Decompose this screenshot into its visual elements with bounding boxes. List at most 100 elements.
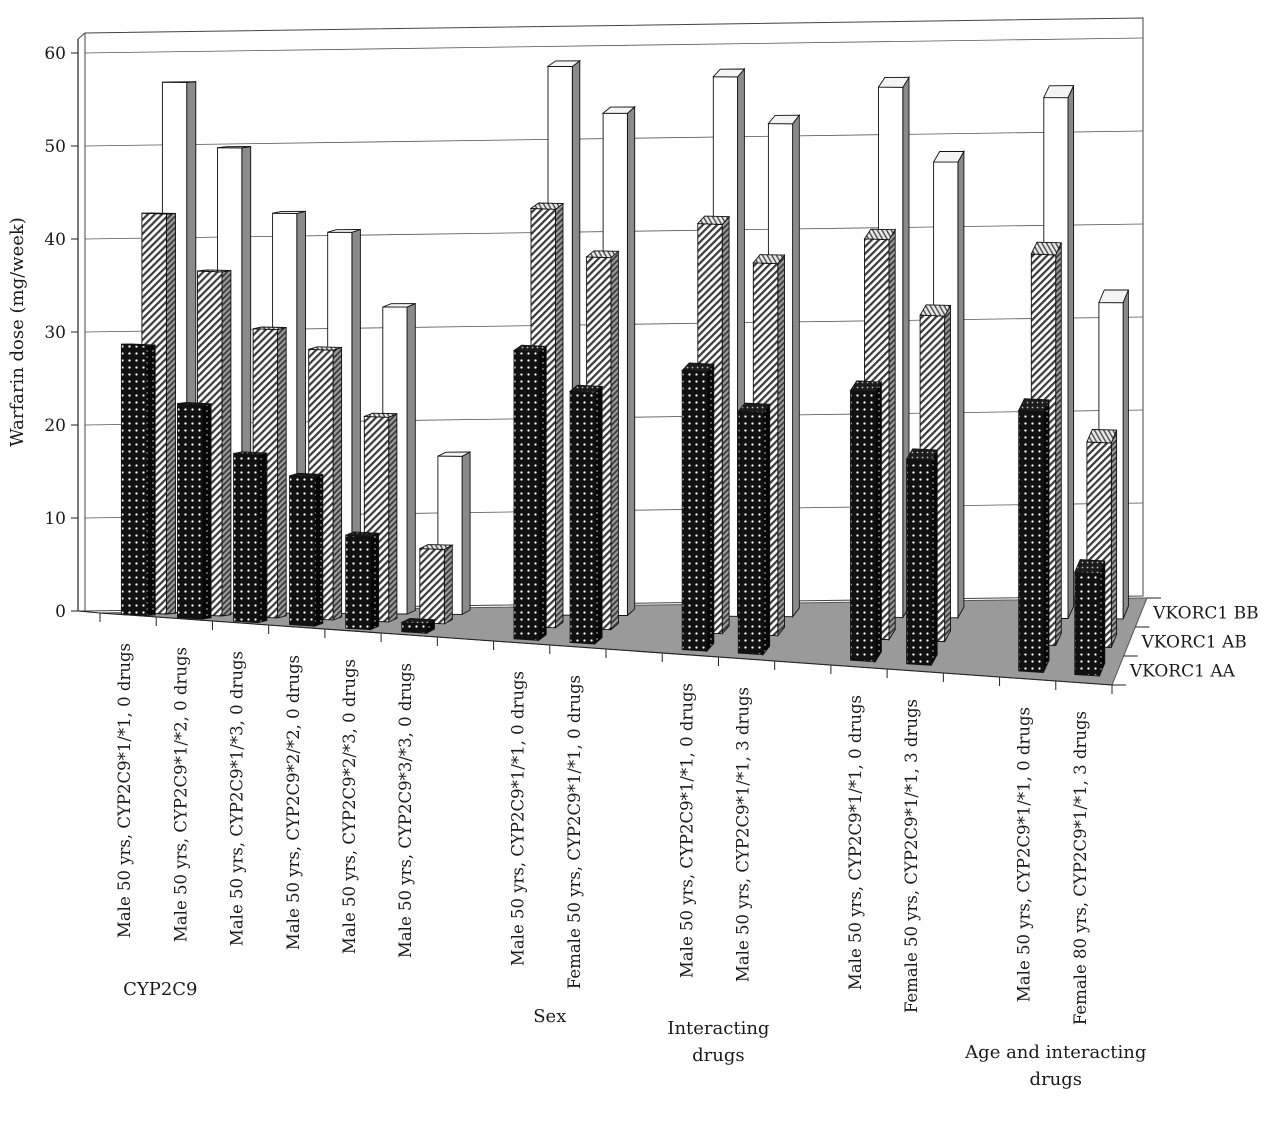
bar bbox=[345, 531, 380, 631]
bar-top bbox=[696, 215, 731, 225]
bar-side bbox=[313, 473, 324, 627]
bar bbox=[681, 362, 715, 653]
bar-top bbox=[568, 384, 604, 394]
group-label: CYP2C9 bbox=[123, 979, 197, 1000]
series-label: VKORC1 BB bbox=[1152, 604, 1258, 624]
bar-side bbox=[461, 451, 471, 616]
bar bbox=[1074, 559, 1106, 677]
bar-top bbox=[601, 106, 636, 114]
bar-side bbox=[762, 402, 771, 657]
category-label: Male 50 yrs, CYP2C9*1/*1, 0 drugs bbox=[677, 683, 696, 978]
bar-top bbox=[863, 228, 896, 241]
bar-side bbox=[1055, 242, 1062, 646]
bar-side bbox=[1042, 399, 1050, 673]
bar-side bbox=[626, 105, 636, 617]
bar-top bbox=[272, 210, 306, 214]
category-label: Male 50 yrs, CYP2C9*1/*1, 0 drugs bbox=[846, 695, 865, 990]
bar-front bbox=[1018, 410, 1044, 673]
bar-top bbox=[1098, 289, 1130, 304]
bar-top bbox=[162, 81, 196, 83]
bar-side bbox=[1067, 85, 1075, 619]
bar-top bbox=[141, 212, 176, 215]
chart-labels: Warfarin dose (mg/week) Male 50 yrs, CYP… bbox=[7, 217, 1146, 1090]
category-label: Male 50 yrs, CYP2C9*1/*1, 0 drugs bbox=[115, 643, 134, 938]
y-tick-label: 10 bbox=[44, 509, 66, 529]
bar-side bbox=[406, 302, 416, 615]
bar-front bbox=[681, 370, 708, 652]
category-label: Male 50 yrs, CYP2C9*1/*3, 0 drugs bbox=[228, 651, 247, 946]
group-label-line: CYP2C9 bbox=[123, 979, 197, 1000]
x-axis-line bbox=[99, 612, 1113, 686]
bar-top bbox=[289, 472, 323, 478]
bar-top bbox=[419, 544, 455, 550]
bar-top bbox=[546, 60, 582, 67]
bar bbox=[177, 402, 212, 620]
category-label: Male 50 yrs, CYP2C9*1/*1, 0 drugs bbox=[1015, 707, 1034, 1002]
bar-side bbox=[792, 113, 800, 619]
bar-side bbox=[257, 452, 268, 624]
bar-side bbox=[388, 413, 398, 623]
bar-side bbox=[369, 532, 380, 631]
bar-side bbox=[706, 363, 715, 653]
bar-side bbox=[957, 149, 965, 620]
bar-top bbox=[345, 531, 379, 538]
bar-top bbox=[919, 304, 952, 317]
group-label: Interacting drugs bbox=[667, 1018, 769, 1066]
bar-side bbox=[221, 269, 232, 617]
bar-top bbox=[767, 114, 801, 125]
y-tick-label: 50 bbox=[44, 137, 66, 157]
bar-side bbox=[888, 228, 896, 642]
bar-top bbox=[308, 346, 342, 351]
bar-top bbox=[1086, 429, 1118, 444]
category-label: Male 50 yrs, CYP2C9*3/*3, 0 drugs bbox=[396, 663, 415, 958]
y-tick-label: 40 bbox=[44, 230, 66, 250]
bar-side bbox=[145, 344, 156, 616]
bar-side bbox=[538, 345, 547, 642]
bar-top bbox=[364, 412, 398, 418]
bar-top bbox=[681, 362, 715, 373]
group-label: Sex bbox=[533, 1006, 566, 1027]
bar-side bbox=[165, 212, 176, 615]
gridline bbox=[84, 37, 1144, 54]
chart-axes: 0 10 20 30 40 50 60 VKORC1 AA VKORC1 AB VKORC1 BB bbox=[44, 39, 1259, 694]
bar-side bbox=[555, 202, 564, 629]
bar-front bbox=[513, 350, 540, 641]
bar-top bbox=[382, 303, 416, 308]
bar bbox=[737, 402, 771, 657]
bar-side bbox=[777, 253, 785, 638]
group-label-line: drugs bbox=[1030, 1069, 1082, 1090]
bar-top bbox=[1018, 398, 1050, 413]
bar-top bbox=[253, 326, 287, 331]
bar-front bbox=[850, 390, 876, 663]
y-tick-label: 0 bbox=[55, 602, 66, 622]
bar-side bbox=[1122, 289, 1129, 620]
bar-side bbox=[201, 403, 212, 620]
bar-top bbox=[1074, 559, 1106, 575]
bar-side bbox=[874, 380, 882, 664]
bar bbox=[233, 451, 268, 624]
bar-side bbox=[1110, 429, 1118, 648]
group-label-line: Interacting bbox=[667, 1018, 769, 1039]
bar bbox=[400, 618, 437, 635]
bar-front bbox=[1074, 571, 1100, 677]
y-tick-label: 30 bbox=[44, 323, 66, 343]
bar-top bbox=[712, 68, 746, 78]
bar-top bbox=[849, 380, 883, 393]
bar-front bbox=[233, 453, 259, 624]
bar bbox=[1018, 398, 1050, 673]
bar-side bbox=[277, 326, 287, 619]
bar-top bbox=[1030, 241, 1062, 256]
bar-top bbox=[752, 254, 786, 265]
bar bbox=[289, 472, 324, 627]
category-label: Female 50 yrs, CYP2C9*1/*1, 0 drugs bbox=[565, 675, 584, 989]
category-label: Female 80 yrs, CYP2C9*1/*1, 3 drugs bbox=[1071, 711, 1090, 1025]
bar-top bbox=[197, 269, 231, 273]
bar-front bbox=[289, 475, 315, 627]
bar-side bbox=[1099, 560, 1106, 677]
bar bbox=[512, 344, 548, 642]
bar-top bbox=[233, 451, 268, 456]
bar-top bbox=[932, 150, 965, 163]
bar-front bbox=[345, 534, 371, 631]
bar-top bbox=[585, 250, 620, 259]
